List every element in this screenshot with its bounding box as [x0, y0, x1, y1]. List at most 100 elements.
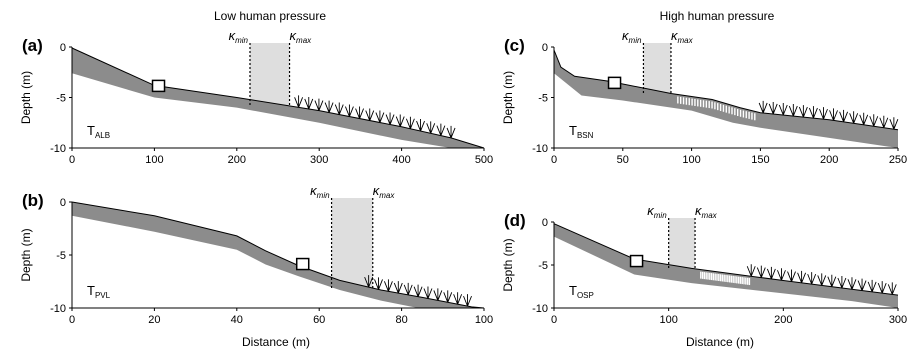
- seagrass-glyph: [809, 106, 818, 119]
- y-tick-label: -10: [50, 143, 66, 155]
- seagrass-glyph: [355, 106, 364, 119]
- seagrass-glyph: [364, 275, 374, 288]
- seagrass-glyph: [405, 116, 415, 129]
- x-tick-label: 0: [69, 154, 75, 166]
- x-tick-label: 20: [148, 314, 160, 326]
- seagrass-glyph: [294, 95, 304, 108]
- seagrass-glyph: [847, 277, 857, 290]
- seagrass-glyph: [788, 104, 798, 117]
- seagrass-glyph: [869, 114, 879, 127]
- seagrass-glyph: [879, 115, 889, 128]
- panel-c: κmin κmax 0 50 100 150 200 250 0 -5 -10 (c) Depth (m…: [501, 28, 907, 166]
- seagrass-glyph: [426, 121, 436, 134]
- title-low-pressure: Low human pressure: [214, 9, 326, 23]
- y-tick-label: 0: [542, 42, 548, 54]
- x-tick-label: 400: [392, 154, 410, 166]
- seagrass-glyph: [877, 281, 887, 294]
- panel-tag: (d): [504, 211, 526, 230]
- seagrass-glyph: [423, 286, 433, 299]
- seagrass-glyph: [375, 110, 385, 123]
- kappa-min-label: κmin: [310, 183, 330, 200]
- seagrass-glyph: [889, 117, 899, 130]
- seagrass-glyph: [443, 290, 453, 303]
- seagrass-glyph: [827, 274, 837, 287]
- y-tick-label: 0: [60, 197, 66, 209]
- kappa-max-label: κmax: [695, 203, 718, 220]
- seagrass-glyph: [324, 100, 334, 113]
- seagrass-glyph: [798, 105, 808, 118]
- x-tick-label: 0: [551, 314, 557, 326]
- seagrass-glyph: [365, 108, 375, 121]
- ylabel: Depth (m): [19, 71, 33, 124]
- x-tick-label: 0: [69, 314, 75, 326]
- xlabel-right: Distance (m): [686, 335, 754, 349]
- seagrass-glyph: [453, 292, 463, 305]
- seagrass-glyph: [778, 102, 788, 116]
- kappa-window: [331, 198, 373, 289]
- ylabel: Depth (m): [501, 238, 515, 291]
- seagrass-glyph: [797, 270, 807, 283]
- seagrass-glyph: [768, 101, 778, 115]
- seagrass-glyph: [463, 294, 472, 307]
- seagrass-glyph: [817, 273, 827, 286]
- x-tick-label: 500: [475, 154, 493, 166]
- kappa-window: [668, 218, 696, 269]
- kappa-window: [643, 43, 671, 94]
- seagrass-glyph: [766, 266, 776, 280]
- seagrass-glyph: [859, 112, 869, 125]
- panel-a: κmin κmax 0 100 200 300 400 500 0 -5 -10 (a) Depth (…: [19, 28, 493, 166]
- kappa-min-label: κmin: [229, 28, 249, 45]
- x-tick-label: 200: [820, 154, 838, 166]
- kappa-max-label: κmax: [671, 28, 694, 45]
- seagrass-glyph: [344, 104, 354, 117]
- seagrass-glyph: [787, 269, 796, 282]
- x-tick-label: 50: [617, 154, 629, 166]
- x-tick-label: 0: [551, 154, 557, 166]
- x-tick-label: 300: [889, 314, 907, 326]
- x-tick-label: 200: [774, 314, 792, 326]
- panel-tag: (a): [22, 36, 43, 55]
- panel-d: κmin κmax 0 100 200 300 0 -5 -10 (d) Depth (m) TOSP: [501, 203, 907, 326]
- y-tick-label: -5: [538, 260, 548, 272]
- x-tick-label: 60: [313, 314, 325, 326]
- seagrass-glyph: [413, 284, 423, 297]
- seagrass-glyph: [837, 276, 847, 289]
- sparse-meadow: [677, 96, 756, 121]
- sparse-meadow: [700, 271, 751, 286]
- x-tick-label: 100: [475, 314, 493, 326]
- y-tick-label: -5: [56, 93, 66, 105]
- x-tick-label: 100: [682, 154, 700, 166]
- seagrass-glyph: [433, 288, 443, 301]
- seagrass-meadow: [294, 95, 456, 139]
- kappa-max-label: κmax: [290, 28, 313, 45]
- seagrass-glyph: [746, 264, 756, 277]
- transect-name: TBSN: [569, 123, 594, 140]
- kappa-min-label: κmin: [622, 28, 642, 45]
- ylabel: Depth (m): [19, 228, 33, 281]
- panel-tag: (b): [22, 191, 44, 210]
- sediment-band: [72, 202, 484, 308]
- station-square: [607, 76, 622, 90]
- seagrass-glyph: [867, 279, 877, 293]
- station-square: [629, 254, 644, 268]
- x-tick-label: 40: [231, 314, 243, 326]
- seagrass-meadow: [364, 275, 472, 307]
- seagrass-glyph: [416, 119, 425, 132]
- seagrass-glyph: [304, 96, 314, 110]
- y-tick-label: 0: [542, 217, 548, 229]
- seagrass-glyph: [756, 265, 766, 278]
- x-tick-label: 100: [659, 314, 677, 326]
- seagrass-glyph: [314, 98, 324, 111]
- seagrass-glyph: [849, 111, 859, 124]
- bottom-profile: [553, 223, 899, 296]
- seagrass-glyph: [395, 114, 405, 127]
- y-tick-label: -5: [538, 93, 548, 105]
- x-tick-label: 300: [310, 154, 328, 166]
- seagrass-glyph: [374, 277, 383, 290]
- y-tick-label: -10: [50, 303, 66, 315]
- seagrass-glyph: [829, 108, 838, 121]
- x-tick-label: 150: [751, 154, 769, 166]
- seagrass-meadow: [758, 100, 899, 130]
